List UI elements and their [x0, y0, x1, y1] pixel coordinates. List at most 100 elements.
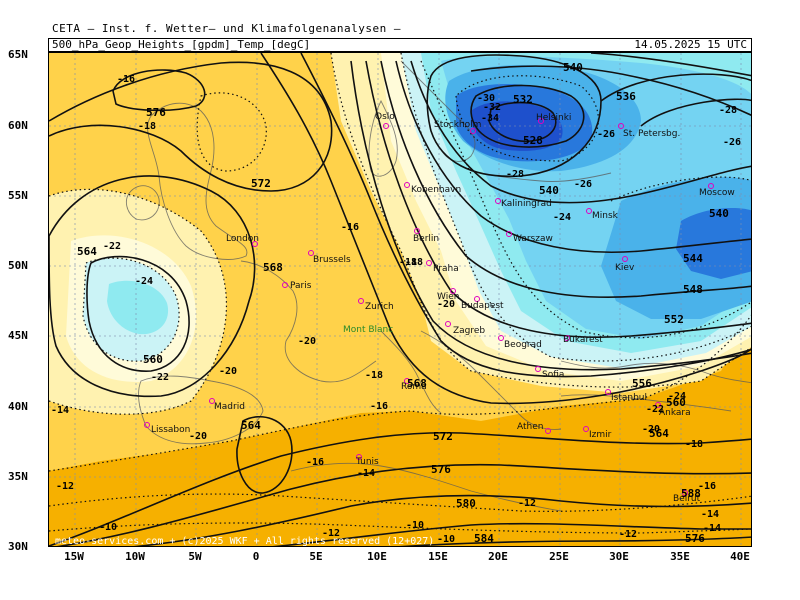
height-label: 540: [539, 184, 559, 197]
height-label: 576: [431, 463, 451, 476]
city-label: Sofia: [542, 370, 564, 380]
city-roma: Roma: [401, 378, 427, 392]
height-contours: [49, 53, 751, 546]
lat-label: 60N: [8, 119, 28, 132]
city-st-petersburg: St. Petersbg.: [618, 123, 680, 139]
height-label: 528: [523, 134, 543, 147]
city-label: Tunis: [355, 457, 379, 467]
lon-label: 40E: [730, 550, 750, 563]
temp-label: -14: [357, 468, 375, 479]
temp-label: -22: [646, 404, 664, 415]
city-label: London: [226, 234, 259, 244]
lon-label: 15E: [428, 550, 448, 563]
city-label: Ankara: [659, 408, 691, 418]
lon-label: 5W: [188, 550, 202, 563]
height-label: 576: [146, 106, 166, 119]
temp-label: -18: [405, 257, 423, 268]
lon-label: 10E: [367, 550, 387, 563]
city-label: Mont Blanc: [343, 325, 393, 335]
temperature-labels: -16 -18 -22 -24 -22 -20 -20 -16 -18 -20 …: [51, 74, 741, 545]
city-label: Istanbul: [611, 393, 647, 403]
height-labels: 576 572 564 568 560 564 568 572 576 580 …: [77, 61, 729, 545]
cities: Oslo Stockholm Helsinki St. Petersbg. Ko…: [144, 112, 735, 504]
height-label: 564: [649, 427, 669, 440]
city-tunis: Tunis: [355, 454, 379, 467]
lon-label: 35E: [670, 550, 690, 563]
city-label: Izmir: [589, 430, 612, 440]
city-label: Brussels: [313, 255, 351, 265]
city-ankara: Ankara: [655, 402, 691, 418]
temp-label: -28: [506, 169, 524, 180]
credit-line: meteo-services.com + (c)2025 WKF + All r…: [55, 536, 434, 547]
lat-label: 65N: [8, 48, 28, 61]
temp-label: -24: [668, 391, 686, 402]
city-label: St. Petersbg.: [623, 129, 680, 139]
height-label: 556: [632, 377, 652, 390]
product-title: 500_hPa_Geop_Heights_[gpdm]_Temp_[degC]: [52, 38, 311, 51]
city-sofia: Sofia: [535, 366, 564, 380]
temp-label: -18: [685, 439, 703, 450]
city-label: Lissabon: [151, 425, 190, 435]
city-label: Minsk: [592, 211, 619, 221]
city-label: Kobenhavn: [411, 185, 461, 195]
city-label: Budapest: [461, 301, 504, 311]
city-label: Berlin: [413, 234, 439, 244]
height-label: 584: [474, 532, 494, 545]
weather-map: Oslo Stockholm Helsinki St. Petersbg. Ko…: [48, 52, 752, 547]
city-brussels: Brussels: [308, 250, 351, 265]
city-kobenhavn: Kobenhavn: [404, 182, 461, 195]
band-core-blue: [471, 101, 563, 151]
lon-label: 30E: [609, 550, 629, 563]
city-praha: Praha: [426, 260, 459, 274]
height-label: 560: [143, 353, 163, 366]
temp-label: -26: [574, 179, 592, 190]
temp-label: -12: [56, 481, 74, 492]
height-label: 588: [681, 487, 701, 500]
height-label: 576: [685, 532, 705, 545]
city-lissabon: Lissabon: [144, 422, 190, 435]
city-izmir: Izmir: [583, 426, 612, 440]
temp-label: -34: [481, 113, 499, 124]
city-label: Helsinki: [536, 113, 571, 123]
temp-label: -26: [723, 137, 741, 148]
temp-label: -12: [518, 498, 536, 509]
height-label: 568: [407, 377, 427, 390]
city-label: Zurich: [365, 302, 394, 312]
temp-label: -18: [399, 257, 417, 268]
city-istanbul: Istanbul: [605, 389, 647, 403]
temp-label: -10: [99, 522, 117, 533]
temp-label: -16: [117, 74, 135, 85]
city-label: Beirut: [673, 494, 701, 504]
city-budapest: Budapest: [461, 296, 504, 311]
city-helsinki: Helsinki: [536, 113, 571, 124]
temp-label: -18: [365, 370, 383, 381]
city-beirut: Beirut: [673, 490, 701, 504]
temp-label: -20: [437, 299, 455, 310]
temp-label: -32: [483, 102, 501, 113]
city-wien: Wien: [437, 288, 459, 302]
map-canvas: Oslo Stockholm Helsinki St. Petersbg. Ko…: [49, 53, 751, 547]
lat-label: 45N: [8, 329, 28, 342]
source-header: CETA — Inst. f. Wetter— und Klimafolgena…: [52, 22, 402, 35]
temp-label: -14: [701, 509, 719, 520]
height-label: 540: [563, 61, 583, 74]
temp-label: -20: [219, 366, 237, 377]
city-mont-blanc: Mont Blanc: [343, 325, 393, 335]
height-label: 536: [616, 90, 636, 103]
city-label: Oslo: [375, 112, 395, 122]
city-moscow: Moscow: [699, 183, 735, 198]
height-label: 564: [241, 419, 261, 432]
temp-label: -12: [322, 528, 340, 539]
city-label: Paris: [290, 281, 312, 291]
lat-label: 50N: [8, 259, 28, 272]
city-label: Kaliningrad: [501, 199, 552, 209]
city-label: Warszaw: [513, 234, 553, 244]
city-label: Stockholm: [434, 120, 481, 130]
valid-time: 14.05.2025 15 UTC: [634, 38, 747, 51]
city-oslo: Oslo: [375, 112, 395, 129]
lon-label: 25E: [549, 550, 569, 563]
city-bukarest: Bukarest: [563, 335, 603, 345]
product-bar: 500_hPa_Geop_Heights_[gpdm]_Temp_[degC] …: [48, 38, 752, 52]
city-stockholm: Stockholm: [434, 120, 481, 134]
height-label: 544: [683, 252, 703, 265]
